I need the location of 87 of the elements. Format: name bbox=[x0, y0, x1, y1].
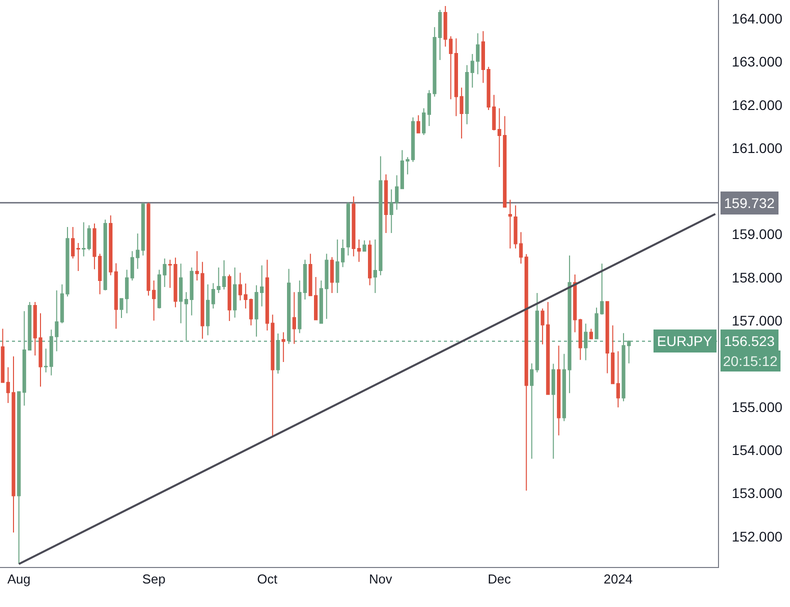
candlestick bbox=[82, 222, 86, 257]
candlestick bbox=[71, 226, 75, 259]
y-tick-label: 153.000 bbox=[732, 485, 783, 502]
y-tick-label: 163.000 bbox=[732, 54, 783, 70]
y-tick-label: 159.000 bbox=[732, 226, 783, 242]
y-tick-label: 155.000 bbox=[732, 398, 783, 415]
candlestick bbox=[206, 284, 210, 336]
candlestick bbox=[362, 240, 366, 252]
candlestick bbox=[114, 262, 118, 330]
candlestick bbox=[270, 314, 274, 438]
x-tick-label: Dec bbox=[488, 572, 512, 587]
x-tick-label: Nov bbox=[369, 572, 393, 587]
candlestick bbox=[346, 201, 350, 256]
candlestick bbox=[606, 301, 610, 374]
candlestick bbox=[157, 269, 162, 310]
x-tick-label: Aug bbox=[7, 572, 30, 587]
candlestick bbox=[276, 333, 280, 374]
candlestick bbox=[292, 292, 296, 344]
candlestick bbox=[378, 156, 382, 276]
candlestick bbox=[28, 302, 32, 350]
candlestick bbox=[502, 116, 507, 208]
candlestick bbox=[394, 174, 399, 210]
y-tick-label: 158.000 bbox=[732, 269, 783, 286]
candlestick bbox=[54, 290, 59, 352]
candlestick bbox=[0, 328, 5, 383]
candlestick bbox=[319, 280, 324, 324]
candlestick bbox=[22, 310, 26, 406]
candlestick bbox=[184, 292, 188, 341]
candlestick bbox=[416, 114, 420, 134]
ref-line-label: 159.732 bbox=[724, 195, 775, 211]
candlestick bbox=[400, 150, 404, 190]
candlestick bbox=[444, 6, 448, 48]
candlestick bbox=[616, 350, 620, 408]
annotation: EURJPY bbox=[657, 333, 713, 349]
y-tick-label: 161.000 bbox=[732, 140, 783, 156]
candlestick bbox=[427, 90, 431, 126]
candlestick bbox=[76, 242, 80, 272]
candlestick bbox=[87, 224, 91, 251]
candlestick bbox=[476, 32, 480, 75]
candlestick bbox=[179, 263, 183, 324]
candlestick bbox=[108, 214, 112, 276]
candlestick bbox=[610, 324, 615, 384]
candlestick bbox=[535, 292, 539, 373]
candlestick bbox=[530, 362, 534, 460]
candlestick bbox=[330, 256, 334, 294]
candlestick bbox=[314, 276, 318, 320]
candlestick bbox=[368, 240, 372, 286]
candlestick bbox=[584, 323, 588, 361]
candlestick bbox=[130, 250, 134, 281]
x-tick-label: Sep bbox=[142, 572, 166, 587]
candlestick bbox=[211, 282, 216, 310]
candlestick bbox=[324, 253, 328, 320]
candlestick bbox=[103, 219, 108, 291]
candlestick bbox=[340, 238, 345, 268]
y-tick-label: 157.000 bbox=[732, 312, 783, 329]
candlestick bbox=[552, 363, 556, 460]
y-tick-label: 152.000 bbox=[732, 528, 783, 544]
candlestick bbox=[384, 174, 388, 234]
candlestick bbox=[556, 345, 561, 436]
text: 20:15:12 bbox=[723, 353, 778, 369]
candlestick bbox=[238, 272, 242, 301]
candlestick bbox=[460, 87, 464, 140]
y-tick-label: 162.000 bbox=[732, 96, 783, 113]
candlestick bbox=[454, 38, 458, 117]
y-tick-label: 164.000 bbox=[732, 10, 783, 26]
candlestick bbox=[390, 188, 394, 234]
candlestick bbox=[448, 36, 453, 100]
candlestick bbox=[265, 259, 270, 332]
candlestick bbox=[589, 328, 593, 340]
candlestick bbox=[44, 348, 48, 373]
candlestick bbox=[228, 274, 232, 322]
candlestick bbox=[373, 238, 378, 294]
candlestick bbox=[17, 390, 21, 564]
candlestick bbox=[308, 253, 312, 296]
candlestick bbox=[190, 267, 194, 316]
candlestick bbox=[233, 267, 237, 318]
candlestick bbox=[287, 268, 291, 344]
candlestick bbox=[162, 258, 166, 288]
y-tick-label: 154.000 bbox=[732, 442, 783, 458]
ref-line-label: 156.523 bbox=[724, 333, 775, 349]
candlestick bbox=[282, 332, 286, 363]
candlestick bbox=[49, 329, 54, 376]
x-tick-label: 2024 bbox=[604, 572, 633, 587]
x-tick-label: Oct bbox=[257, 572, 278, 587]
candlestick bbox=[422, 108, 426, 136]
candlestick bbox=[508, 199, 512, 250]
candlestick bbox=[336, 238, 340, 294]
